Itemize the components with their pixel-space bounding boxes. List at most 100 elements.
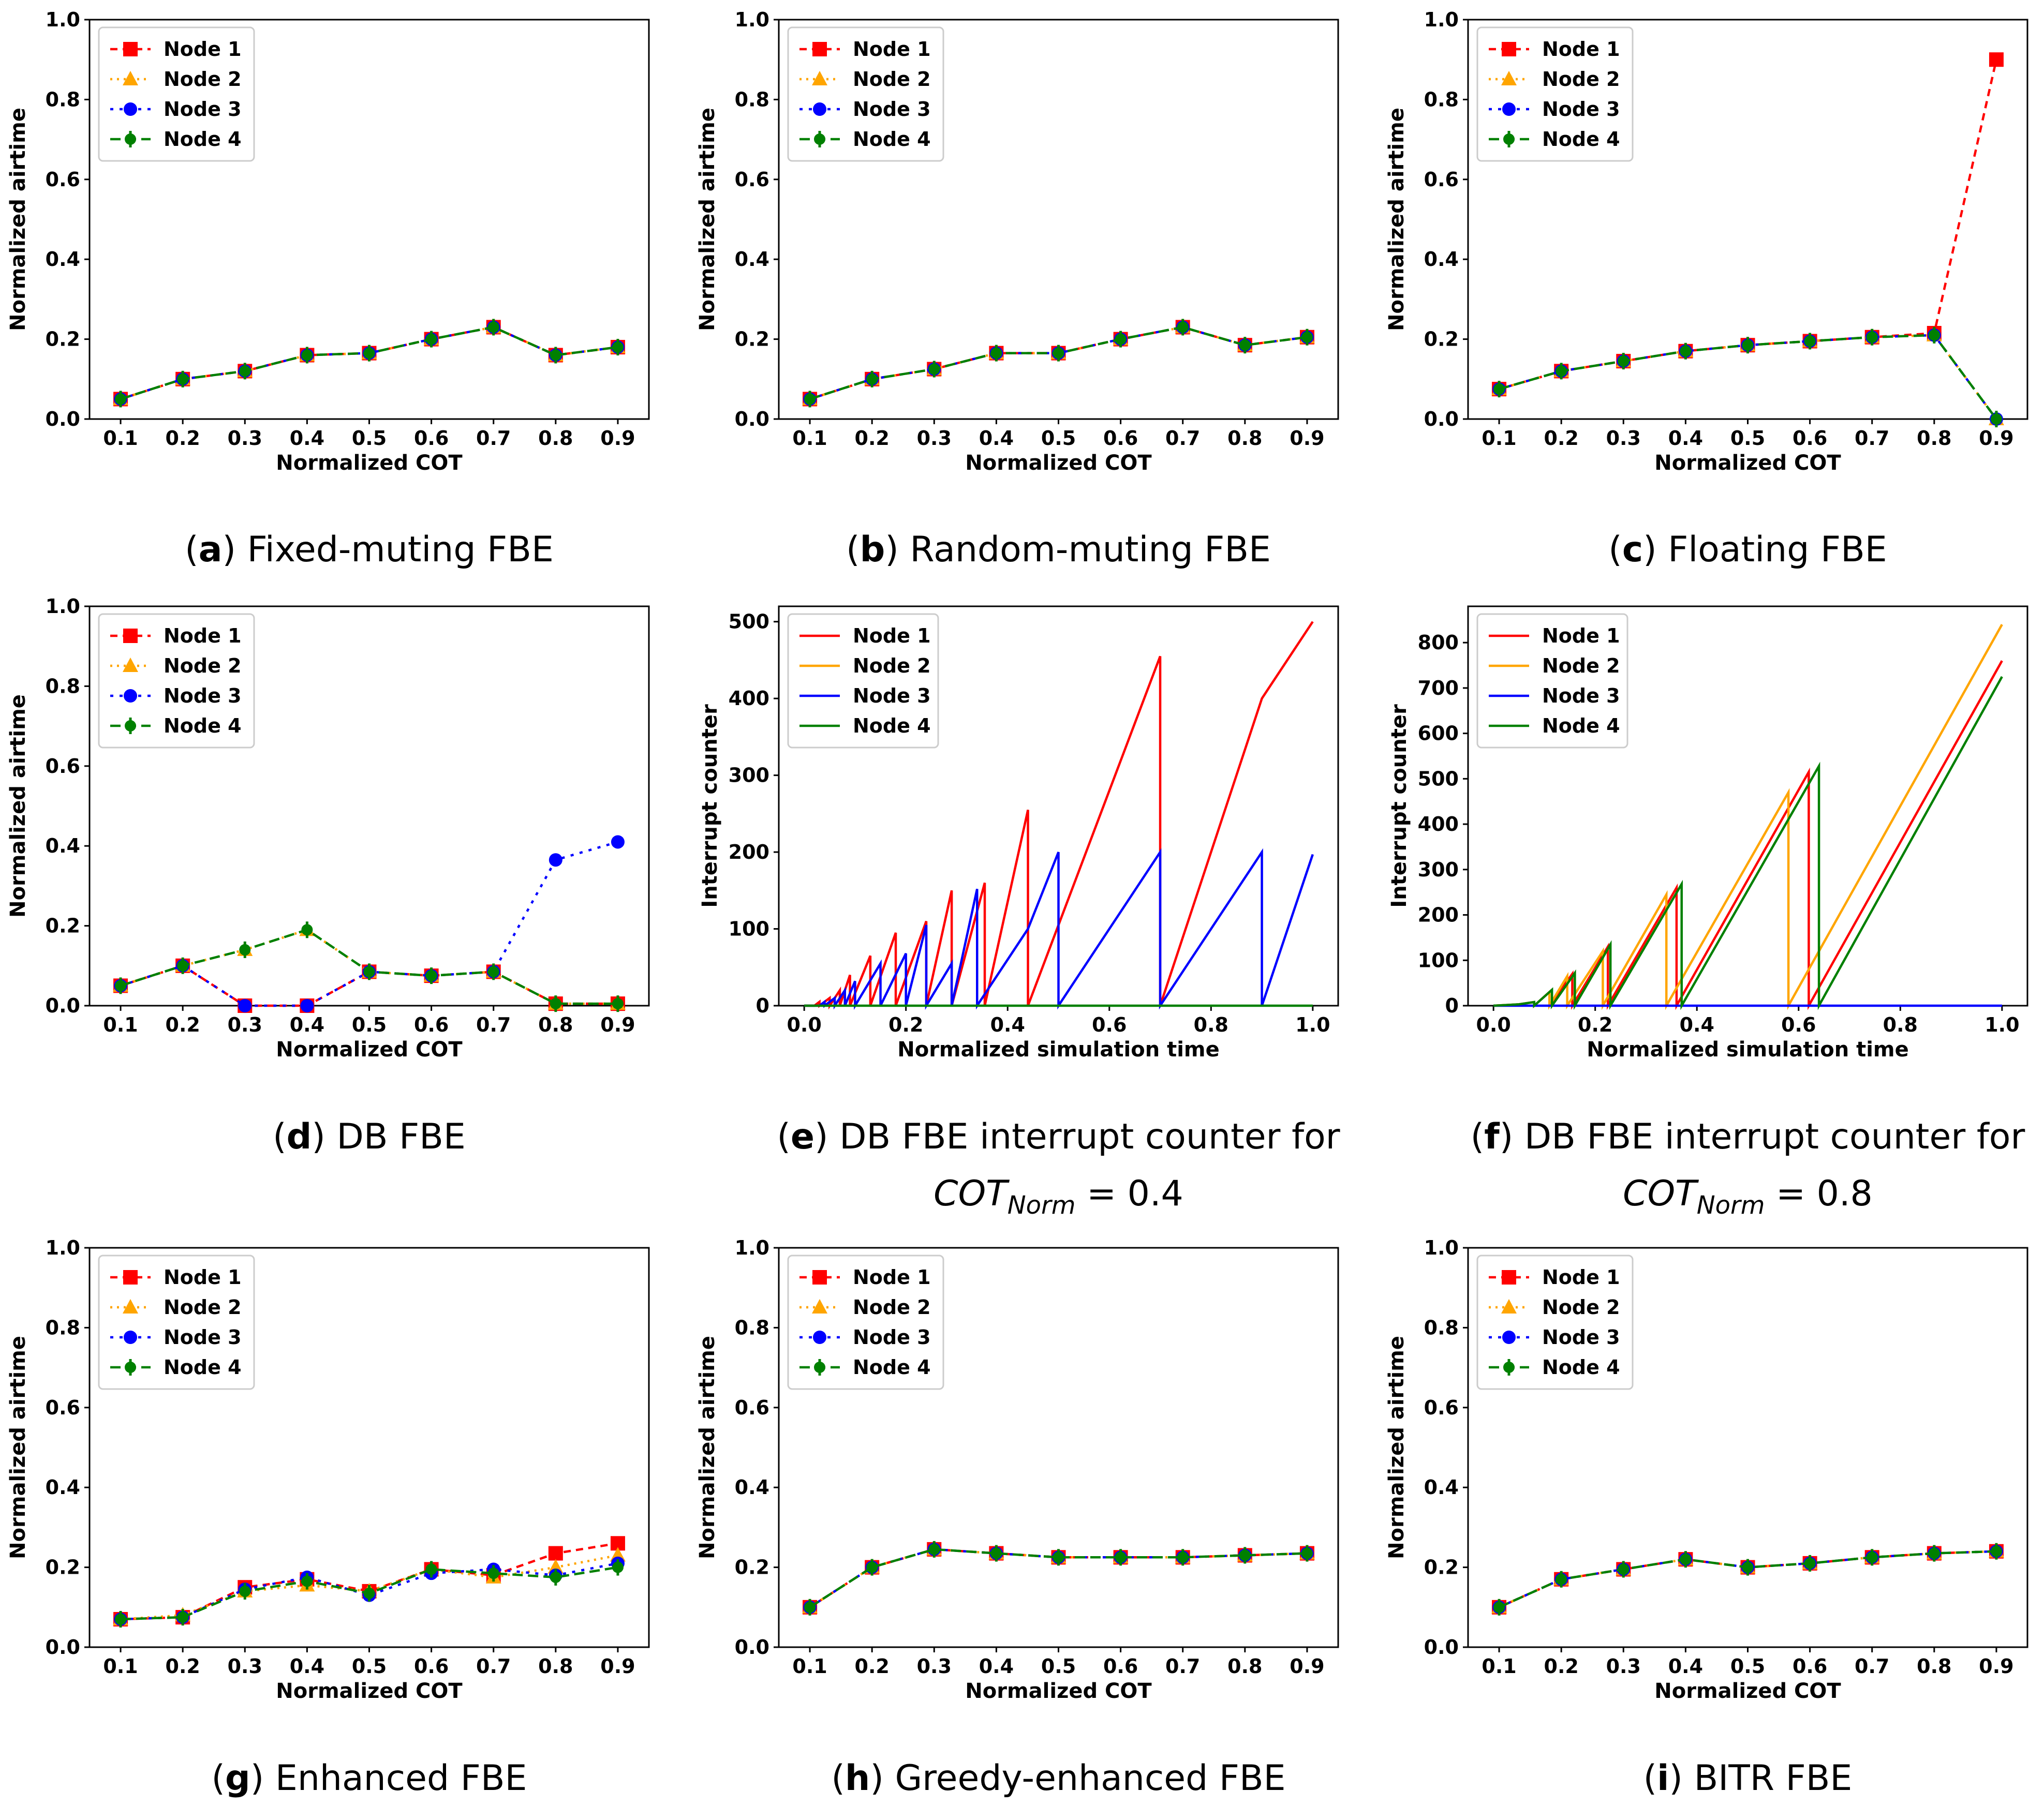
y-tick-label: 0.2: [735, 328, 769, 351]
legend-label: Node 1: [1542, 38, 1620, 61]
legend-label: Node 1: [853, 624, 931, 647]
data-point-node-4: [1680, 342, 1692, 360]
x-tick-label: 0.2: [166, 1013, 200, 1036]
legend-entry: Node 3: [799, 684, 931, 707]
x-tick-label: 0.1: [103, 427, 138, 450]
legend-marker: [1501, 71, 1517, 85]
data-point-node-4: [1618, 353, 1630, 370]
x-tick-label: 0.3: [228, 1655, 262, 1678]
data-point-node-4: [1866, 1549, 1878, 1566]
legend-marker: [1502, 1331, 1516, 1344]
x-tick-label: 0.8: [1917, 1655, 1951, 1678]
legend-label: Node 4: [853, 128, 931, 151]
legend-label: Node 2: [164, 1296, 242, 1319]
x-tick-label: 0.8: [538, 427, 573, 450]
legend-entry: Node 2: [799, 1296, 931, 1319]
legend-entry: Node 4: [110, 714, 242, 737]
x-tick-label: 1.0: [1984, 1013, 2019, 1036]
data-point-node-4: [425, 331, 437, 348]
chart-panel-i: 0.1 0.2 0.3 0.4 0.5 0.6 0.7 0.8 0.9 0.0 0.2 0.4 0.6 0…: [1385, 1236, 2028, 1799]
x-tick-label: 0.6: [1793, 1655, 1827, 1678]
legend-entry: Node 3: [1489, 1326, 1620, 1349]
x-tick-label: 0.7: [1855, 1655, 1889, 1678]
x-tick-label: 0.1: [103, 1655, 138, 1678]
legend-entry: Node 1: [1489, 1266, 1620, 1289]
legend-marker: [124, 102, 137, 116]
y-tick-label: 1.0: [735, 1236, 769, 1259]
x-tick-label: 0.8: [538, 1013, 573, 1036]
data-point-node-3: [549, 853, 562, 867]
plot-area: [802, 319, 1315, 408]
panel-caption: (g) Enhanced FBE: [211, 1758, 527, 1799]
panel-caption: (b) Random-muting FBE: [846, 529, 1271, 570]
legend-label: Node 2: [853, 1296, 931, 1319]
legend-entry: Node 2: [110, 1296, 242, 1319]
y-tick-label: 0.2: [1424, 328, 1459, 351]
y-tick-label: 0.0: [1424, 408, 1459, 430]
y-tick-label: 0.4: [1424, 248, 1459, 271]
x-tick-label: 0.8: [538, 1655, 573, 1678]
data-point-node-4: [363, 345, 375, 362]
data-point-node-4: [1990, 411, 2002, 427]
data-point-node-4: [1990, 1543, 2002, 1560]
legend-entry: Node 3: [1489, 98, 1620, 121]
data-point-node-4: [550, 995, 561, 1012]
legend: Node 1 Node 2 Node 3 Node 4: [787, 26, 944, 162]
chart-panel-g: 0.1 0.2 0.3 0.4 0.5 0.6 0.7 0.8 0.9 0.0 0.2 0.4 0.6 0…: [6, 1236, 650, 1799]
y-axis-label: Normalized airtime: [1385, 1336, 1409, 1559]
data-point-node-4: [487, 319, 499, 336]
legend-marker: [123, 42, 138, 56]
y-axis-label: Normalized airtime: [695, 1336, 719, 1559]
legend-label: Node 2: [1542, 68, 1620, 91]
legend-entry: Node 2: [799, 68, 931, 91]
x-tick-label: 0.2: [1544, 1655, 1579, 1678]
x-axis-label: Normalized simulation time: [897, 1038, 1219, 1062]
legend: Node 1 Node 2 Node 3 Node 4: [98, 26, 255, 162]
data-point-node-4: [301, 1573, 313, 1590]
data-point-node-4: [866, 1559, 878, 1576]
panel-caption-formula: COTNorm = 0.8: [1623, 1173, 1873, 1220]
legend-label: Node 4: [853, 1356, 931, 1379]
data-point-node-4: [425, 1561, 437, 1578]
x-tick-label: 0.5: [352, 1013, 387, 1036]
series-line-node-3: [804, 848, 1314, 1010]
legend-label: Node 1: [1542, 1266, 1620, 1289]
x-tick-label: 0.7: [1855, 427, 1889, 450]
legend-marker: [1502, 102, 1516, 116]
x-tick-label: 0.8: [1227, 1655, 1262, 1678]
x-axis-label: Normalized COT: [1654, 1679, 1841, 1703]
legend-box: [1476, 26, 1634, 162]
y-tick-label: 0.2: [46, 328, 80, 351]
x-axis-label: Normalized COT: [276, 1679, 463, 1703]
legend-entry: Node 3: [1489, 684, 1620, 707]
legend-marker: [1502, 1270, 1516, 1285]
legend-label: Node 3: [853, 1326, 931, 1349]
y-tick-label: 100: [1418, 949, 1459, 972]
data-point-node-4: [301, 347, 313, 364]
legend-marker: [124, 689, 137, 703]
panel-caption: (c) Floating FBE: [1608, 529, 1887, 570]
chart-panel-e: 0.0 0.2 0.4 0.6 0.8 1.0 0 100 200 300 400 500 Normal…: [698, 605, 1340, 1220]
legend-label: Node 4: [1542, 1356, 1620, 1379]
legend-entry: Node 1: [799, 624, 931, 647]
y-tick-label: 0: [756, 994, 769, 1017]
y-tick-label: 0.6: [46, 1396, 80, 1419]
legend-marker: [123, 658, 138, 672]
y-tick-label: 200: [729, 841, 769, 863]
y-tick-label: 1.0: [1424, 8, 1459, 31]
legend-marker: [812, 1270, 827, 1285]
data-point-node-4: [1301, 329, 1313, 346]
data-point-node-3: [238, 999, 252, 1012]
plot-area: [1491, 1543, 2004, 1616]
y-tick-label: 700: [1418, 677, 1459, 699]
x-tick-label: 0.6: [1103, 427, 1138, 450]
y-tick-label: 500: [1418, 767, 1459, 790]
data-point-node-4: [1866, 329, 1878, 346]
x-axis-label: Normalized simulation time: [1587, 1038, 1908, 1062]
y-tick-label: 400: [729, 687, 769, 710]
legend-entry: Node 1: [799, 1266, 931, 1289]
legend-entry: Node 1: [110, 38, 242, 61]
x-tick-label: 0.8: [1227, 427, 1262, 450]
data-point-node-4: [804, 391, 816, 408]
